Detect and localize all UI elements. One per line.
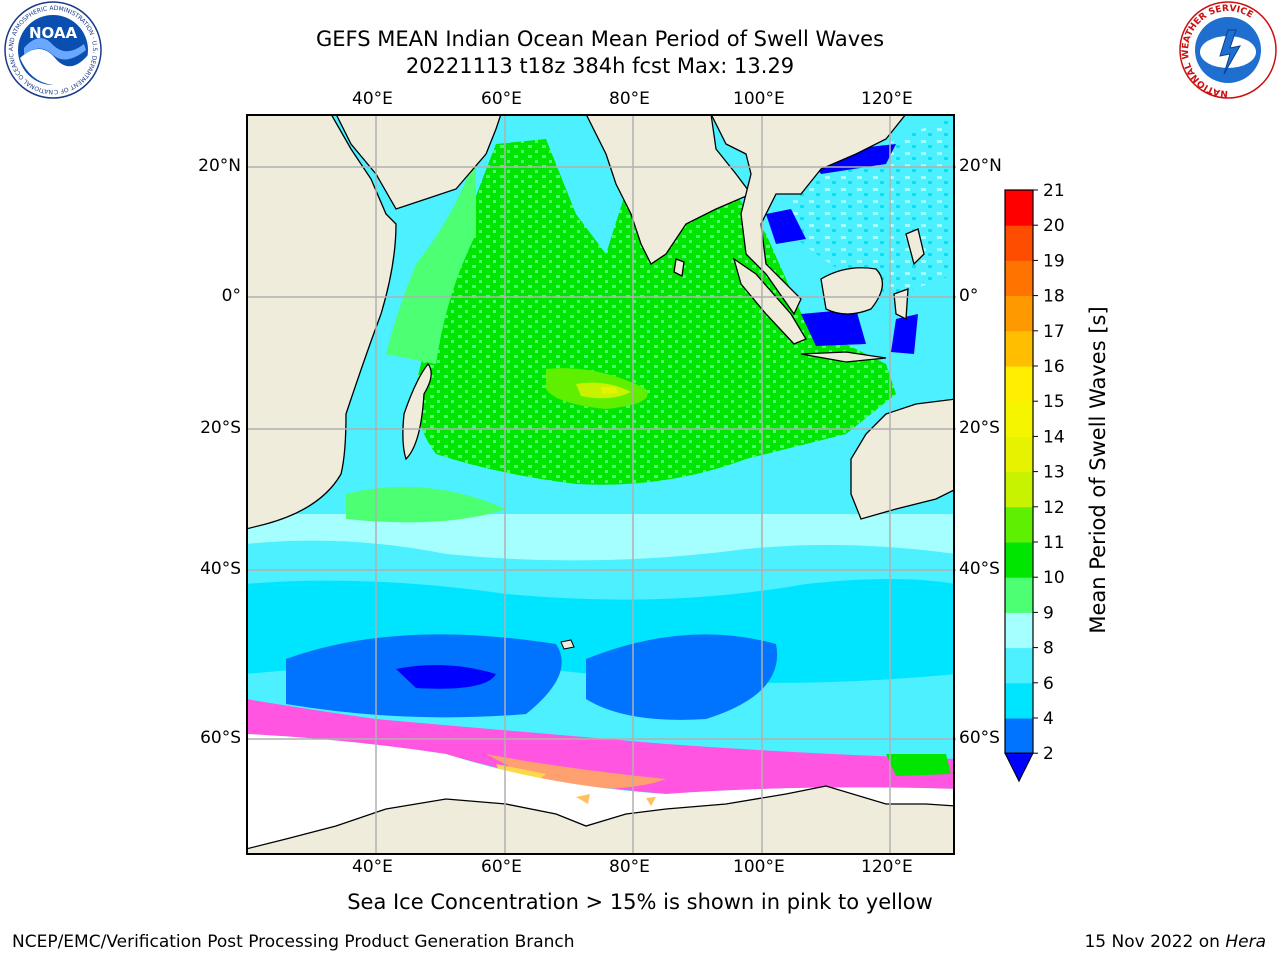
lon-label-top: 100°E [733, 89, 785, 109]
colorbar-swatch [1005, 718, 1033, 754]
lat-label-right: 60°S [959, 728, 1000, 748]
sea-ice-orange [486, 754, 666, 789]
kerguelen-land [560, 639, 575, 650]
colorbar-swatch [1005, 471, 1033, 508]
sea-ice-note: Sea Ice Concentration > 15% is shown in … [347, 890, 933, 914]
lon-label-bottom: 60°E [481, 857, 522, 877]
lat-label-left: 40°S [200, 559, 241, 579]
colorbar-tick-label: 13 [1043, 463, 1065, 483]
lat-label-right: 20°S [959, 418, 1000, 438]
colorbar-tick-label: 10 [1043, 568, 1065, 588]
colorbar-swatch [1005, 542, 1033, 578]
colorbar-swatch [1005, 225, 1033, 261]
graticule [246, 114, 956, 855]
colorbar-tick-label: 9 [1043, 603, 1054, 623]
swell-green-patch-south [886, 754, 951, 776]
lon-label-top: 60°E [481, 89, 522, 109]
colorbar-tick-label: 16 [1043, 357, 1065, 377]
colorbar-tick-label: 4 [1043, 709, 1054, 729]
footer-left: NCEP/EMC/Verification Post Processing Pr… [12, 932, 575, 952]
swell-band-9-10-west [386, 154, 476, 364]
lon-label-bottom: 80°E [609, 857, 650, 877]
nws-logo: NATIONAL WEATHER SERVICE [1179, 1, 1277, 99]
lon-label-bottom: 120°E [861, 857, 913, 877]
lat-label-right: 40°S [959, 559, 1000, 579]
noaa-logo-text: NOAA [29, 24, 78, 42]
colorbar-tick-label: 8 [1043, 639, 1054, 659]
sri-lanka-land [673, 258, 685, 277]
colorbar-swatch [1005, 330, 1033, 367]
chart-title: GEFS MEAN Indian Ocean Mean Period of Sw… [315, 27, 885, 51]
colorbar-swatch [1005, 647, 1033, 684]
colorbar-tick-label: 6 [1043, 674, 1054, 694]
swell-band-8-9 [247, 514, 954, 561]
swell-band-9-10-south [346, 486, 506, 523]
borneo-land [820, 267, 883, 315]
colorbar-tick-label: 19 [1043, 251, 1065, 271]
colorbar-tick-label: 21 [1043, 181, 1065, 201]
colorbar-swatch [1005, 682, 1033, 719]
arabia-land [335, 115, 502, 210]
colorbar-tick-label: 17 [1043, 322, 1065, 342]
lat-label-left: 0° [221, 286, 241, 306]
lon-label-top: 40°E [352, 89, 393, 109]
india-land [585, 115, 753, 265]
colorbar-swatch [1005, 436, 1033, 473]
colorbar-swatch [1005, 506, 1033, 543]
footer-machine: Hera [1225, 932, 1266, 952]
footer-right: 15 Nov 2022 on Hera [1084, 932, 1266, 952]
antarctica-land [247, 785, 954, 854]
lon-label-top: 80°E [609, 89, 650, 109]
chart-subtitle: 20221113 t18z 384h fcst Max: 13.29 [405, 54, 795, 78]
colorbar-swatch [1005, 401, 1033, 437]
lon-label-bottom: 100°E [733, 857, 785, 877]
colorbar: 2 4 6 8 9 10 11 12 13 14 15 16 17 18 19 20 21 [1004, 181, 1065, 783]
swell-low-zone-east [586, 634, 778, 720]
lat-label-left: 20°S [200, 418, 241, 438]
noaa-logo: NOAA NATIONAL OCEANIC AND ATMOSPHERIC AD… [0, 0, 102, 99]
madagascar-land [402, 362, 432, 461]
swell-low-java-sea [801, 309, 866, 346]
lon-label-bottom: 40°E [352, 857, 393, 877]
colorbar-tick-label: 15 [1043, 392, 1065, 412]
africa-land [247, 115, 397, 530]
colorbar-swatch [1005, 190, 1033, 226]
lat-label-right: 20°N [959, 156, 1002, 176]
map-frame [246, 114, 955, 855]
lat-label-right: 0° [959, 286, 979, 306]
colorbar-tick-label: 11 [1043, 533, 1065, 553]
lat-label-left: 20°N [198, 156, 241, 176]
lon-label-top: 120°E [861, 89, 913, 109]
swell-min-zone [396, 665, 496, 689]
colorbar-tick-label: 20 [1043, 216, 1065, 236]
colorbar-tick-label: 14 [1043, 427, 1065, 447]
lat-label-left: 60°S [200, 728, 241, 748]
swell-low-banda [891, 314, 918, 354]
colorbar-swatch [1005, 366, 1033, 402]
colorbar-swatch [1005, 612, 1033, 649]
southeast-asia-land [710, 115, 907, 316]
swell-band-10-11 [416, 139, 896, 485]
colorbar-swatch [1005, 577, 1033, 613]
colorbar-swatch [1005, 260, 1033, 297]
colorbar-tick-label: 12 [1043, 498, 1065, 518]
swell-max-cell [601, 387, 618, 394]
colorbar-swatch [1005, 295, 1033, 332]
sea-ice-pink [247, 699, 954, 794]
colorbar-label: Mean Period of Swell Waves [s] [1086, 306, 1110, 634]
colorbar-tick-label: 2 [1043, 744, 1054, 764]
map-panel [246, 114, 956, 855]
java-land [800, 351, 887, 363]
colorbar-extend-triangle [1004, 752, 1034, 783]
colorbar-tick-label: 18 [1043, 287, 1065, 307]
footer-date: 15 Nov 2022 on [1084, 932, 1226, 952]
swell-low-gulf [766, 209, 806, 244]
